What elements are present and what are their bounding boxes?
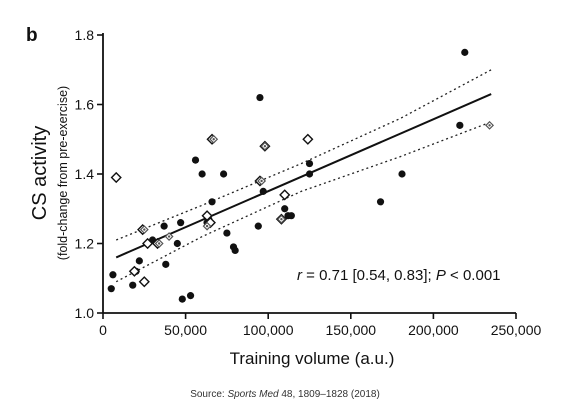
x-tick-label: 200,000 bbox=[408, 322, 459, 338]
r-value: = 0.71 [0.54, 0.83]; bbox=[302, 267, 436, 284]
data-point-circle bbox=[160, 222, 168, 230]
data-point-diamond bbox=[138, 276, 150, 288]
y-tick-label: 1.2 bbox=[75, 236, 95, 252]
y-tick-label: 1.6 bbox=[75, 97, 95, 113]
data-point-circle bbox=[162, 260, 170, 268]
y-tick-label: 1.0 bbox=[75, 305, 95, 321]
data-point-circle bbox=[376, 198, 385, 206]
data-point-diamond-center bbox=[212, 138, 215, 141]
x-tick-label: 250,000 bbox=[491, 322, 542, 338]
correlation-annotation: r = 0.71 [0.54, 0.83]; P < 0.001 bbox=[297, 267, 501, 284]
x-axis-title: Training volume (a.u.) bbox=[230, 349, 395, 368]
source-journal: Sports Med bbox=[227, 389, 279, 400]
data-point-diamond-center bbox=[488, 124, 491, 127]
data-point-circle bbox=[259, 187, 267, 195]
data-point-circle bbox=[109, 271, 117, 279]
data-point-diamond bbox=[142, 237, 154, 250]
data-point-circle bbox=[254, 222, 262, 230]
data-point-diamond-center bbox=[263, 145, 267, 148]
data-point-circle bbox=[256, 93, 264, 102]
data-point-diamond-center bbox=[205, 224, 209, 228]
data-point-circle bbox=[208, 198, 216, 206]
data-point-circle bbox=[305, 159, 314, 168]
data-point-circle bbox=[186, 292, 195, 300]
source-citation: Source: Sports Med 48, 1809–1828 (2018) bbox=[0, 389, 570, 400]
data-point-circle bbox=[191, 156, 200, 164]
y-ticks: 1.0 1.2 1.4 1.6 1.8 bbox=[75, 27, 103, 321]
y-axis-title: CS activity bbox=[29, 126, 51, 220]
y-tick-label: 1.4 bbox=[75, 166, 95, 182]
x-tick-label: 100,000 bbox=[243, 322, 294, 338]
data-point-circle bbox=[461, 48, 469, 56]
data-point-circle bbox=[281, 205, 289, 213]
data-points bbox=[107, 48, 495, 303]
y-axis-subtitle: (fold-change from pre-exercise) bbox=[56, 86, 70, 260]
data-point-diamond bbox=[302, 133, 314, 145]
data-point-circle bbox=[305, 170, 314, 178]
x-tick-label: 50,000 bbox=[164, 322, 207, 338]
data-point-diamond-center bbox=[167, 235, 171, 238]
x-ticks: 0 50,000 100,000 150,000 200,000 250,000 bbox=[99, 313, 542, 338]
source-details: 48, 1809–1828 (2018) bbox=[278, 389, 380, 400]
source-prefix: Source: bbox=[190, 389, 228, 400]
x-tick-label: 0 bbox=[99, 322, 107, 338]
y-tick-label: 1.8 bbox=[75, 27, 95, 43]
data-point-diamond-center bbox=[143, 228, 146, 231]
data-point-circle bbox=[231, 246, 239, 255]
data-point-circle bbox=[287, 212, 295, 220]
fit-lines bbox=[115, 69, 492, 283]
regression-line bbox=[115, 93, 492, 259]
y-axis-title-group: CS activity (fold-change from pre-exerci… bbox=[29, 86, 70, 260]
data-point-diamond bbox=[128, 265, 140, 277]
data-point-circle bbox=[177, 219, 185, 227]
data-point-circle bbox=[398, 170, 406, 178]
r-symbol: r bbox=[297, 267, 303, 284]
data-point-circle bbox=[219, 170, 228, 178]
data-point-diamond-center bbox=[260, 179, 263, 183]
data-point-diamond-center bbox=[280, 217, 283, 221]
panel-label: b bbox=[26, 25, 38, 46]
data-point-circle bbox=[135, 257, 143, 265]
data-point-diamond bbox=[201, 210, 213, 222]
axes bbox=[102, 33, 516, 314]
data-point-diamond bbox=[110, 171, 122, 184]
x-tick-label: 150,000 bbox=[325, 322, 376, 338]
data-point-circle bbox=[223, 229, 231, 237]
data-point-circle bbox=[129, 281, 137, 289]
ci-lower-line bbox=[115, 121, 492, 283]
data-point-diamond bbox=[279, 189, 291, 201]
data-point-circle bbox=[456, 121, 464, 129]
p-value: < 0.001 bbox=[446, 267, 501, 284]
data-point-circle bbox=[178, 295, 186, 303]
p-symbol: P bbox=[436, 267, 446, 284]
ci-upper-line bbox=[115, 69, 492, 241]
data-point-circle bbox=[107, 285, 115, 293]
data-point-circle bbox=[198, 170, 206, 178]
data-point-circle bbox=[173, 239, 181, 248]
data-point-diamond-center bbox=[157, 242, 161, 245]
